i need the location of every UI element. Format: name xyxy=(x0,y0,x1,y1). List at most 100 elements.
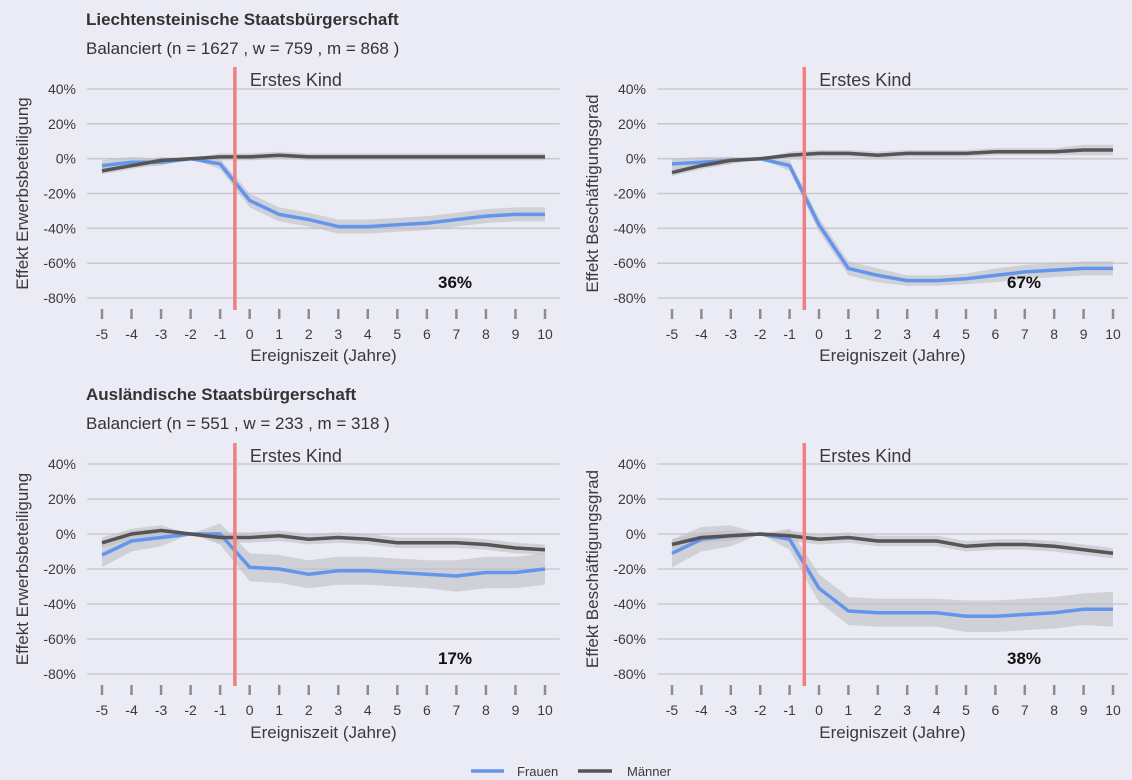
x-axis-title: Ereigniszeit (Jahre) xyxy=(250,346,396,365)
section-subtitle-1: Balanciert (n = 551 , w = 233 , m = 318 … xyxy=(86,414,390,433)
x-tick-label: -1 xyxy=(783,702,796,718)
x-tick-label: -4 xyxy=(695,702,708,718)
x-axis-title: Ereigniszeit (Jahre) xyxy=(819,723,965,742)
x-tick-label: 9 xyxy=(1080,326,1088,342)
y-tick-label: -20% xyxy=(43,186,76,202)
y-tick-label: -40% xyxy=(613,220,646,236)
x-tick-label: 3 xyxy=(334,326,342,342)
x-tick-label: -1 xyxy=(783,326,796,342)
panel-3: 40% 20% 0% -20% -40% -60% -80% Erstes Kind -5 -4 -… xyxy=(583,443,1128,742)
x-tick-label: 7 xyxy=(453,702,461,718)
effect-annotation: 67% xyxy=(1007,273,1041,292)
x-tick-label: 5 xyxy=(962,702,970,718)
y-tick-label: 20% xyxy=(618,491,646,507)
x-tick-label: 1 xyxy=(845,702,853,718)
ribbon-frauen xyxy=(672,156,1113,286)
effect-annotation: 17% xyxy=(438,649,472,668)
x-tick-label: 8 xyxy=(482,702,490,718)
x-tick-label: -2 xyxy=(184,326,197,342)
panel-0: 40% 20% 0% -20% -40% -60% -80% Erstes Kind -5 -4 -… xyxy=(13,67,560,365)
x-tick-label: 6 xyxy=(992,326,1000,342)
y-tick-label: 40% xyxy=(48,81,76,97)
y-tick-label: -80% xyxy=(43,666,76,682)
y-tick-label: -40% xyxy=(613,596,646,612)
x-tick-label: 4 xyxy=(364,326,372,342)
y-tick-label: 0% xyxy=(626,151,646,167)
event-label: Erstes Kind xyxy=(819,70,911,90)
x-tick-label: 0 xyxy=(815,326,823,342)
x-tick-label: -5 xyxy=(666,326,679,342)
series-line-maenner xyxy=(101,528,546,552)
x-tick-label: -3 xyxy=(155,326,168,342)
x-tick-label: 0 xyxy=(246,702,254,718)
x-tick-label: 10 xyxy=(1105,702,1121,718)
x-tick-label: 1 xyxy=(845,326,853,342)
y-axis-title: Effekt Erwerbsbeteiligung xyxy=(13,97,32,289)
x-tick-label: -3 xyxy=(725,326,738,342)
x-tick-label: 7 xyxy=(1021,326,1029,342)
x-tick-label: 1 xyxy=(275,326,283,342)
series-line-frauen xyxy=(101,532,546,578)
section-title-1: Ausländische Staatsbürgerschaft xyxy=(86,385,357,404)
y-tick-label: 40% xyxy=(618,81,646,97)
x-tick-label: -4 xyxy=(125,702,138,718)
section-title-0: Liechtensteinische Staatsbürgerschaft xyxy=(86,10,399,29)
y-tick-label: -20% xyxy=(43,561,76,577)
y-tick-label: -80% xyxy=(613,666,646,682)
y-tick-label: -20% xyxy=(613,561,646,577)
x-axis-title: Ereigniszeit (Jahre) xyxy=(819,346,965,365)
x-tick-label: 5 xyxy=(393,702,401,718)
x-tick-label: 0 xyxy=(246,326,254,342)
panel-2: 40% 20% 0% -20% -40% -60% -80% Erstes Kind -5 -4 -… xyxy=(13,443,560,742)
x-tick-label: 3 xyxy=(334,702,342,718)
x-tick-label: 1 xyxy=(275,702,283,718)
x-tick-label: -5 xyxy=(96,702,109,718)
x-tick-label: 6 xyxy=(423,702,431,718)
x-tick-label: -2 xyxy=(754,326,767,342)
x-tick-label: 2 xyxy=(305,326,313,342)
x-tick-label: -2 xyxy=(184,702,197,718)
series-line-maenner xyxy=(671,532,1114,556)
y-tick-label: 0% xyxy=(56,151,76,167)
legend-label-frauen: Frauen xyxy=(517,764,558,779)
x-tick-label: 2 xyxy=(305,702,313,718)
x-tick-label: -3 xyxy=(725,702,738,718)
series-line-maenner xyxy=(101,153,545,173)
x-tick-label: -5 xyxy=(666,702,679,718)
legend-label-maenner: Männer xyxy=(627,764,672,779)
section-subtitle-0: Balanciert (n = 1627 , w = 759 , m = 868… xyxy=(86,39,399,58)
x-tick-label: -1 xyxy=(214,702,227,718)
legend: Frauen Männer xyxy=(471,764,672,779)
x-tick-label: 0 xyxy=(815,702,823,718)
x-axis-title: Ereigniszeit (Jahre) xyxy=(250,723,396,742)
y-tick-label: -60% xyxy=(43,631,76,647)
x-tick-label: 9 xyxy=(512,702,520,718)
y-tick-label: -80% xyxy=(613,290,646,306)
x-tick-label: 6 xyxy=(423,326,431,342)
event-label: Erstes Kind xyxy=(250,446,342,466)
x-tick-label: 9 xyxy=(1080,702,1088,718)
y-tick-label: 20% xyxy=(48,491,76,507)
y-tick-label: -60% xyxy=(613,255,646,271)
x-tick-label: 3 xyxy=(903,326,911,342)
x-tick-label: 7 xyxy=(453,326,461,342)
x-tick-label: 8 xyxy=(1050,702,1058,718)
x-tick-label: 10 xyxy=(537,326,553,342)
effect-annotation: 38% xyxy=(1007,649,1041,668)
x-tick-label: 8 xyxy=(1050,326,1058,342)
x-tick-label: 5 xyxy=(393,326,401,342)
x-tick-label: 4 xyxy=(933,702,941,718)
series-line-maenner xyxy=(671,148,1113,175)
event-label: Erstes Kind xyxy=(819,446,911,466)
event-label: Erstes Kind xyxy=(250,70,342,90)
y-tick-label: 40% xyxy=(48,456,76,472)
y-tick-label: 0% xyxy=(626,526,646,542)
y-axis-title: Effekt Beschäftigungsgrad xyxy=(583,470,602,668)
x-tick-label: -4 xyxy=(695,326,708,342)
x-tick-label: -4 xyxy=(125,326,138,342)
x-tick-label: 2 xyxy=(874,326,882,342)
x-tick-label: 9 xyxy=(512,326,520,342)
y-tick-label: 40% xyxy=(618,456,646,472)
